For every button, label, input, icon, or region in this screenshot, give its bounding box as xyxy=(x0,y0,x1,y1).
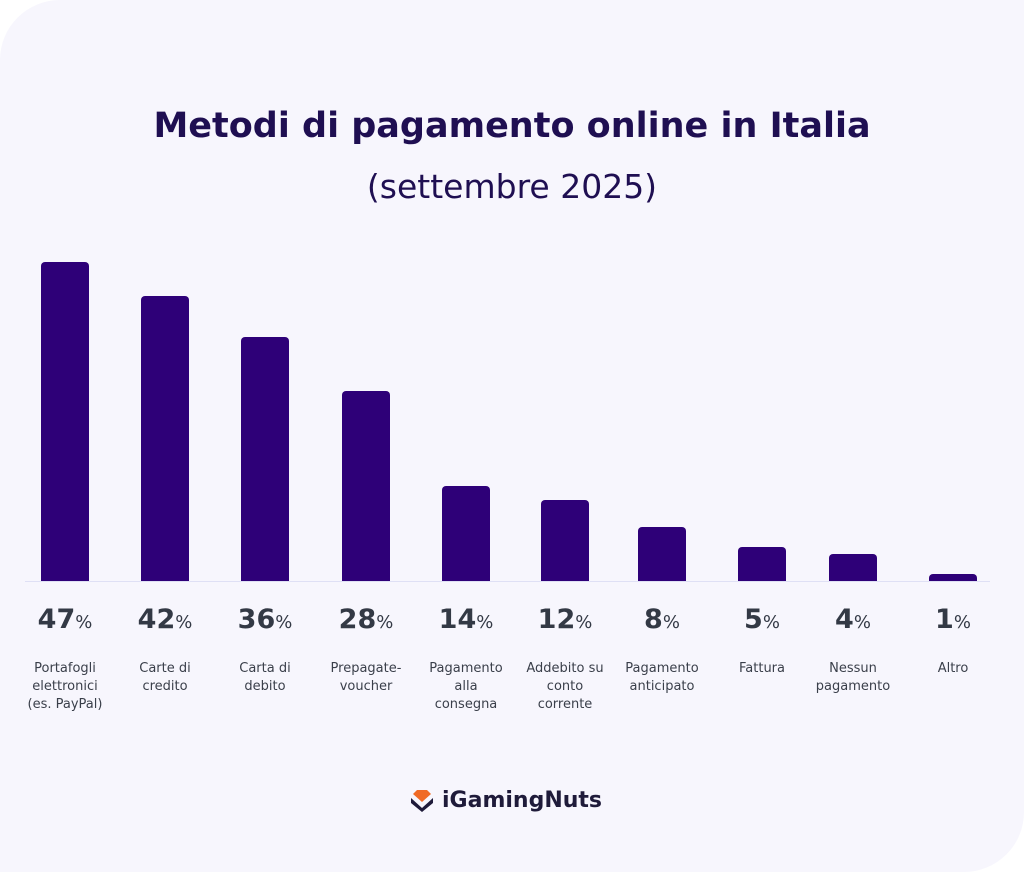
category-label: Altro xyxy=(937,661,969,676)
bar xyxy=(41,262,89,581)
data-label-unit: % xyxy=(275,612,293,633)
x-axis-baseline xyxy=(25,581,990,582)
data-label: 5% xyxy=(712,604,812,635)
category-label: Portafogli elettronici (es. PayPal) xyxy=(27,661,103,712)
data-label-unit: % xyxy=(953,612,971,633)
bar xyxy=(241,336,289,581)
data-label: 8% xyxy=(612,604,712,635)
bar xyxy=(738,547,786,581)
category-label: Carta di debito xyxy=(239,661,291,694)
data-label-value: 1 xyxy=(935,604,954,635)
data-label: 28% xyxy=(316,604,416,635)
data-label-value: 12 xyxy=(537,604,576,635)
bar xyxy=(541,499,589,581)
data-label: 36% xyxy=(215,604,315,635)
bar xyxy=(929,574,977,581)
data-label-value: 36 xyxy=(237,604,276,635)
data-label-value: 5 xyxy=(744,604,763,635)
chart-title: Metodi di pagamento online in Italia xyxy=(153,106,871,146)
data-label: 47% xyxy=(15,604,115,635)
brand-logo: iGamingNuts xyxy=(410,788,602,813)
data-label-unit: % xyxy=(175,612,193,633)
bar xyxy=(442,485,490,581)
category-label: Pagamento alla consegna xyxy=(429,661,503,712)
bar xyxy=(342,390,390,581)
data-label-value: 8 xyxy=(644,604,663,635)
bar xyxy=(638,526,686,581)
category-label: Carte di credito xyxy=(139,661,191,694)
data-label-unit: % xyxy=(476,612,494,633)
data-label-unit: % xyxy=(662,612,680,633)
bar xyxy=(141,295,189,581)
data-label-unit: % xyxy=(853,612,871,633)
data-label-value: 42 xyxy=(137,604,176,635)
data-label-value: 14 xyxy=(438,604,477,635)
bar xyxy=(829,553,877,581)
data-label-value: 28 xyxy=(338,604,377,635)
data-label: 1% xyxy=(903,604,1003,635)
data-label: 12% xyxy=(515,604,615,635)
brand-name: iGamingNuts xyxy=(442,788,603,813)
data-label-value: 47 xyxy=(37,604,76,635)
category-label: Fattura xyxy=(739,661,785,676)
category-label: Nessun pagamento xyxy=(815,661,891,694)
data-label-unit: % xyxy=(75,612,93,633)
category-label: Prepagate- voucher xyxy=(330,661,402,694)
data-label-unit: % xyxy=(762,612,780,633)
data-label-value: 4 xyxy=(835,604,854,635)
category-label: Addebito su conto corrente xyxy=(526,661,604,712)
data-label: 14% xyxy=(416,604,516,635)
data-label: 4% xyxy=(803,604,903,635)
gem-icon xyxy=(411,789,433,812)
category-label: Pagamento anticipato xyxy=(625,661,699,694)
data-label: 42% xyxy=(115,604,215,635)
data-label-unit: % xyxy=(575,612,593,633)
data-label-unit: % xyxy=(376,612,394,633)
chart-subtitle: (settembre 2025) xyxy=(366,167,658,206)
